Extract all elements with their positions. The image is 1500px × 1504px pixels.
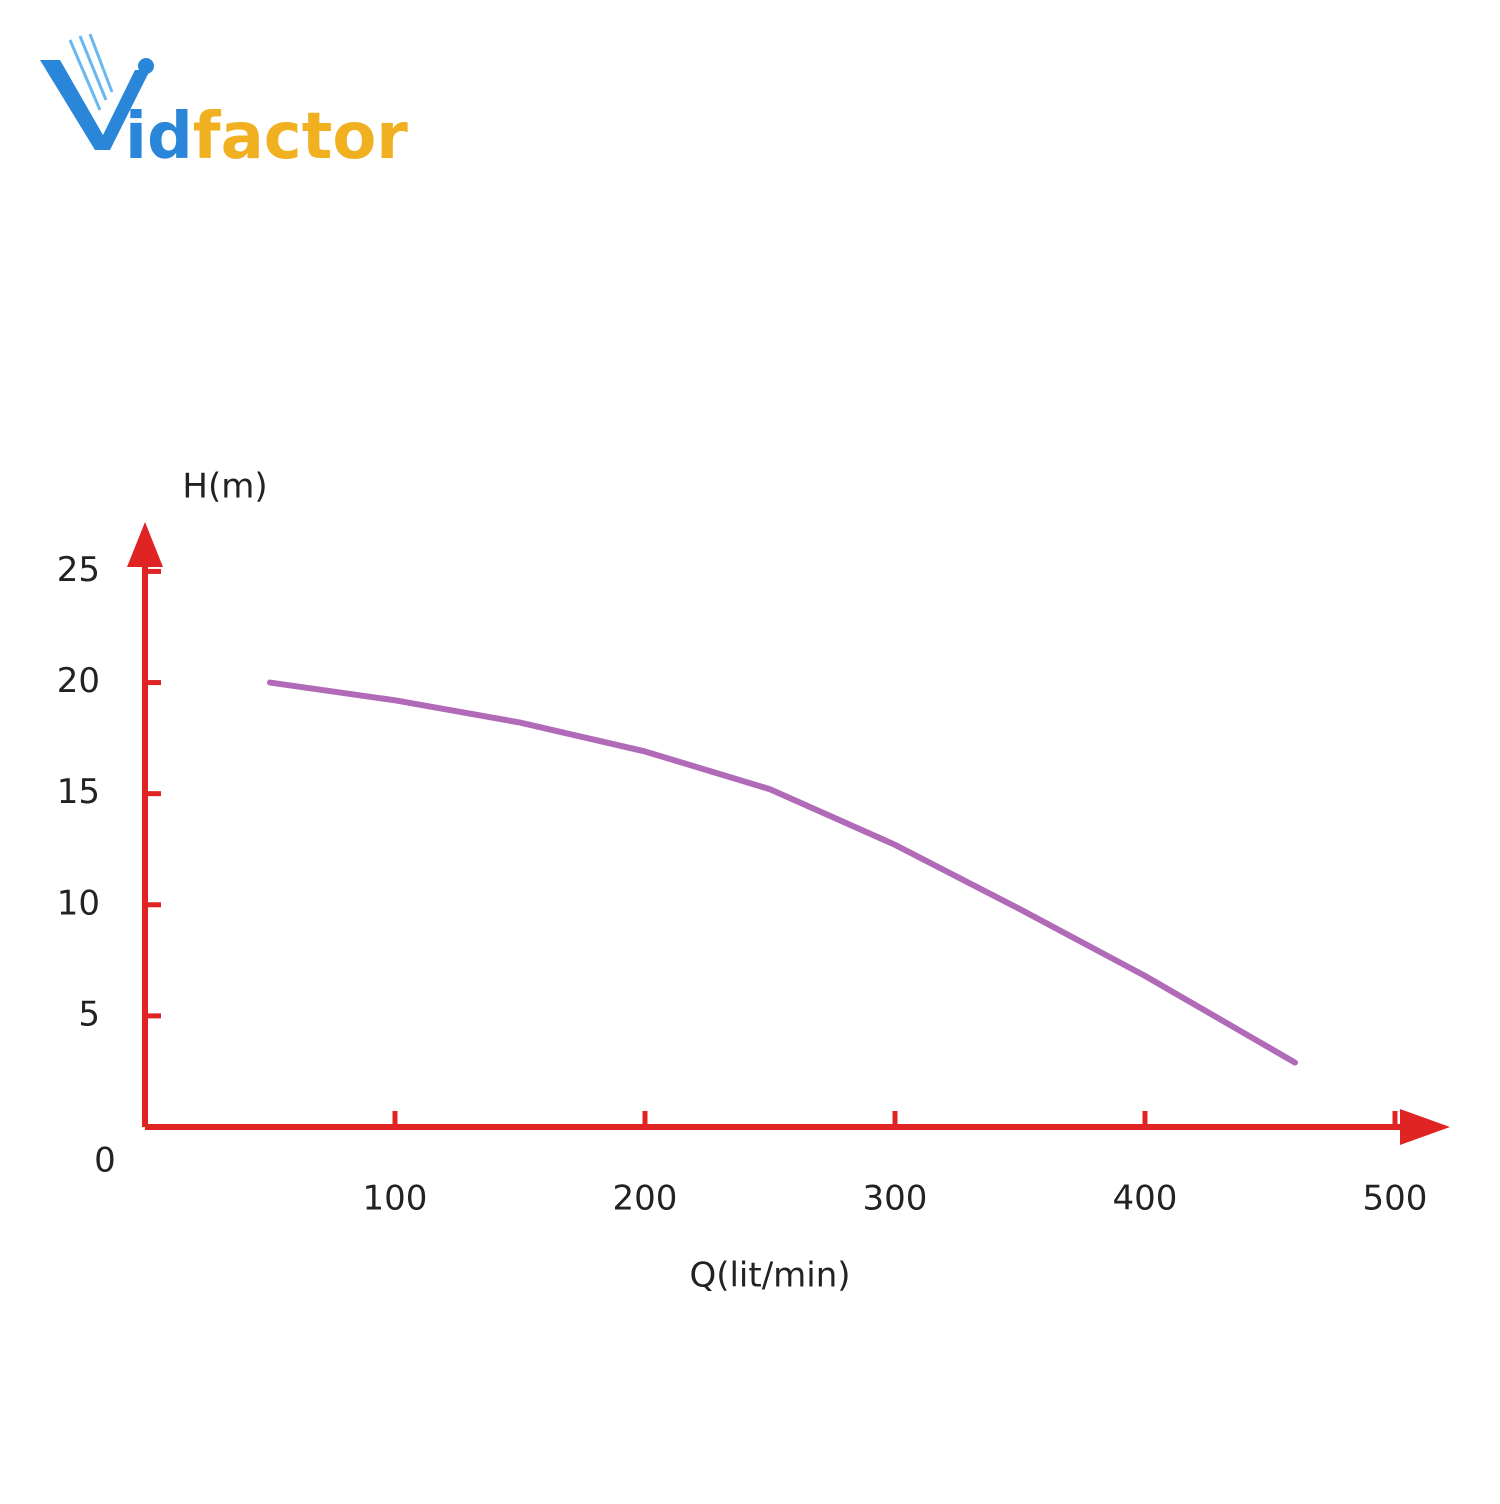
curve bbox=[267, 679, 1298, 1066]
y-tick-label: 15 bbox=[57, 772, 100, 812]
y-axis-label: H(m) bbox=[182, 467, 267, 507]
x-tick-label: 400 bbox=[1113, 1179, 1178, 1219]
x-tick-label: 200 bbox=[613, 1179, 678, 1219]
x-axis-arrow bbox=[1400, 1109, 1450, 1145]
origin-label: 0 bbox=[94, 1141, 116, 1181]
x-tick-label: 100 bbox=[363, 1179, 428, 1219]
y-axis-arrow bbox=[127, 522, 163, 567]
x-tick-label: 500 bbox=[1363, 1179, 1428, 1219]
x-axis-label: Q(lit/min) bbox=[689, 1256, 850, 1296]
logo-text: Vidfactor bbox=[40, 46, 408, 174]
y-tick-label: 5 bbox=[78, 994, 100, 1034]
logo-factor: factor bbox=[193, 100, 409, 174]
logo-icon bbox=[40, 33, 154, 150]
x-tick-label: 300 bbox=[863, 1179, 928, 1219]
y-tick-label: 25 bbox=[57, 550, 100, 590]
y-tick-label: 20 bbox=[57, 661, 100, 701]
y-tick-label: 10 bbox=[57, 883, 100, 923]
logo-id: id bbox=[125, 100, 193, 174]
